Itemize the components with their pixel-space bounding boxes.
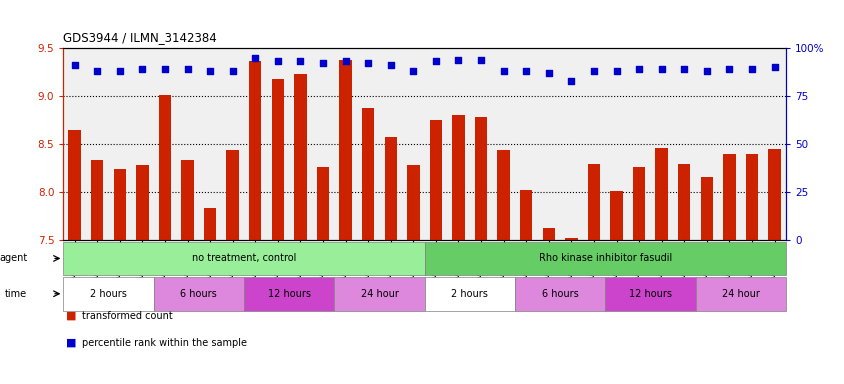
Text: 2 hours: 2 hours xyxy=(451,289,488,299)
Text: 24 hour: 24 hour xyxy=(721,289,759,299)
Point xyxy=(767,64,781,70)
Bar xyxy=(91,161,103,240)
Text: ■: ■ xyxy=(66,338,76,348)
Bar xyxy=(767,149,780,240)
Point xyxy=(609,68,623,74)
Bar xyxy=(565,238,577,240)
Point xyxy=(248,55,262,61)
Point xyxy=(271,58,284,65)
Bar xyxy=(695,277,785,311)
Bar xyxy=(722,154,735,240)
Point xyxy=(744,66,758,72)
Bar xyxy=(339,60,351,240)
Bar xyxy=(384,137,397,240)
Text: Rho kinase inhibitor fasudil: Rho kinase inhibitor fasudil xyxy=(538,253,671,263)
Text: agent: agent xyxy=(0,253,27,263)
Bar xyxy=(63,242,425,275)
Point xyxy=(519,68,533,74)
Point xyxy=(699,68,712,74)
Point xyxy=(722,66,735,72)
Point xyxy=(677,66,690,72)
Bar xyxy=(425,242,785,275)
Bar xyxy=(361,108,374,240)
Point xyxy=(113,68,127,74)
Point xyxy=(136,66,149,72)
Bar xyxy=(655,148,667,240)
Bar xyxy=(271,79,284,240)
Bar xyxy=(519,190,532,240)
Text: 6 hours: 6 hours xyxy=(181,289,217,299)
Point xyxy=(429,58,442,65)
Point xyxy=(225,68,239,74)
Text: 12 hours: 12 hours xyxy=(268,289,311,299)
Point xyxy=(654,66,668,72)
Point xyxy=(158,66,171,72)
Point xyxy=(564,78,577,84)
Text: percentile rank within the sample: percentile rank within the sample xyxy=(82,338,246,348)
Point xyxy=(90,68,104,74)
Bar xyxy=(294,74,306,240)
Point xyxy=(541,70,555,76)
Bar xyxy=(497,150,509,240)
Text: transformed count: transformed count xyxy=(82,311,172,321)
Bar xyxy=(604,277,695,311)
Point xyxy=(361,60,375,66)
Bar xyxy=(745,154,757,240)
Point xyxy=(338,58,352,65)
Bar xyxy=(407,165,419,240)
Bar xyxy=(700,177,712,240)
Bar xyxy=(159,95,171,240)
Bar xyxy=(514,277,604,311)
Point xyxy=(631,66,645,72)
Bar xyxy=(226,150,239,240)
Point xyxy=(316,60,329,66)
Point xyxy=(452,56,465,63)
Bar xyxy=(609,191,622,240)
Text: 24 hour: 24 hour xyxy=(360,289,398,299)
Bar xyxy=(244,277,334,311)
Point xyxy=(406,68,419,74)
Text: GDS3944 / ILMN_3142384: GDS3944 / ILMN_3142384 xyxy=(63,31,217,44)
Bar xyxy=(154,277,244,311)
Bar xyxy=(632,167,645,240)
Point xyxy=(203,68,217,74)
Bar xyxy=(181,161,193,240)
Bar xyxy=(334,277,425,311)
Bar xyxy=(63,277,154,311)
Bar xyxy=(677,164,690,240)
Point xyxy=(294,58,307,65)
Bar xyxy=(425,277,514,311)
Text: 12 hours: 12 hours xyxy=(628,289,671,299)
Bar xyxy=(203,208,216,240)
Text: ■: ■ xyxy=(66,311,76,321)
Point xyxy=(473,56,487,63)
Text: no treatment, control: no treatment, control xyxy=(192,253,296,263)
Bar xyxy=(587,164,599,240)
Point xyxy=(68,62,81,68)
Text: time: time xyxy=(5,289,27,299)
Bar xyxy=(136,165,149,240)
Bar xyxy=(452,115,464,240)
Point xyxy=(181,66,194,72)
Bar xyxy=(316,167,329,240)
Point xyxy=(383,62,397,68)
Text: 6 hours: 6 hours xyxy=(541,289,578,299)
Text: 2 hours: 2 hours xyxy=(90,289,127,299)
Bar xyxy=(542,227,555,240)
Point xyxy=(496,68,510,74)
Bar xyxy=(113,169,126,240)
Bar xyxy=(430,120,441,240)
Bar xyxy=(68,129,81,240)
Bar xyxy=(474,117,487,240)
Bar xyxy=(249,61,261,240)
Point xyxy=(587,68,600,74)
